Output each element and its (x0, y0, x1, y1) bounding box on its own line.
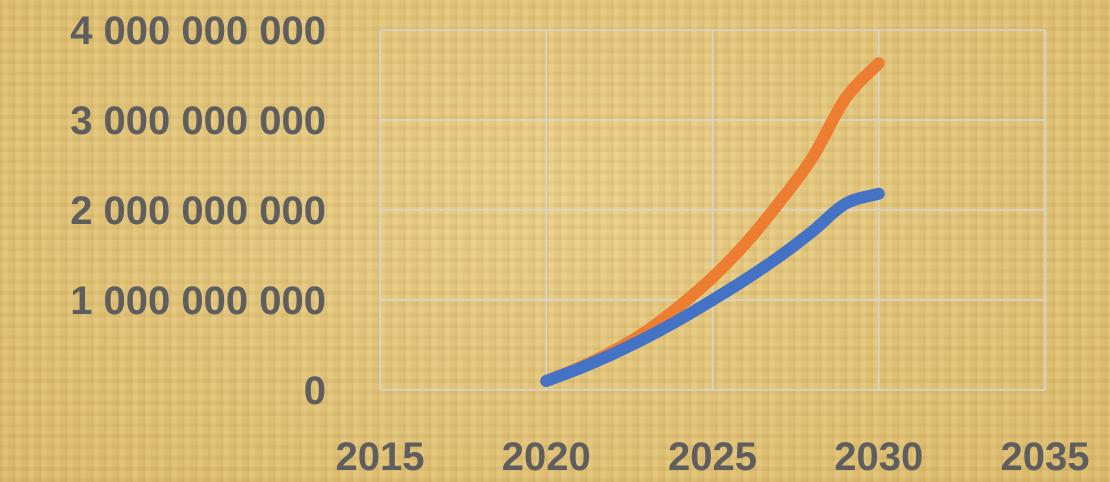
y-tick-label: 3 000 000 000 (70, 99, 326, 143)
y-tick-label: 0 (304, 369, 326, 413)
y-axis-tick-labels: 0 1 000 000 000 2 000 000 000 3 000 000 000… (70, 9, 326, 413)
x-tick-label: 2035 (1001, 435, 1090, 479)
chart-series (540, 57, 885, 387)
x-axis-tick-labels: 2015 2020 2025 2030 2035 (336, 435, 1090, 479)
x-tick-label: 2020 (502, 435, 591, 479)
x-tick-label: 2015 (336, 435, 425, 479)
y-tick-label: 4 000 000 000 (70, 9, 326, 53)
x-tick-label: 2025 (668, 435, 757, 479)
y-tick-label: 2 000 000 000 (70, 189, 326, 233)
chart-grid (379, 29, 1046, 391)
y-tick-label: 1 000 000 000 (70, 279, 326, 323)
series-line-1 (540, 187, 885, 387)
x-tick-label: 2030 (834, 435, 923, 479)
